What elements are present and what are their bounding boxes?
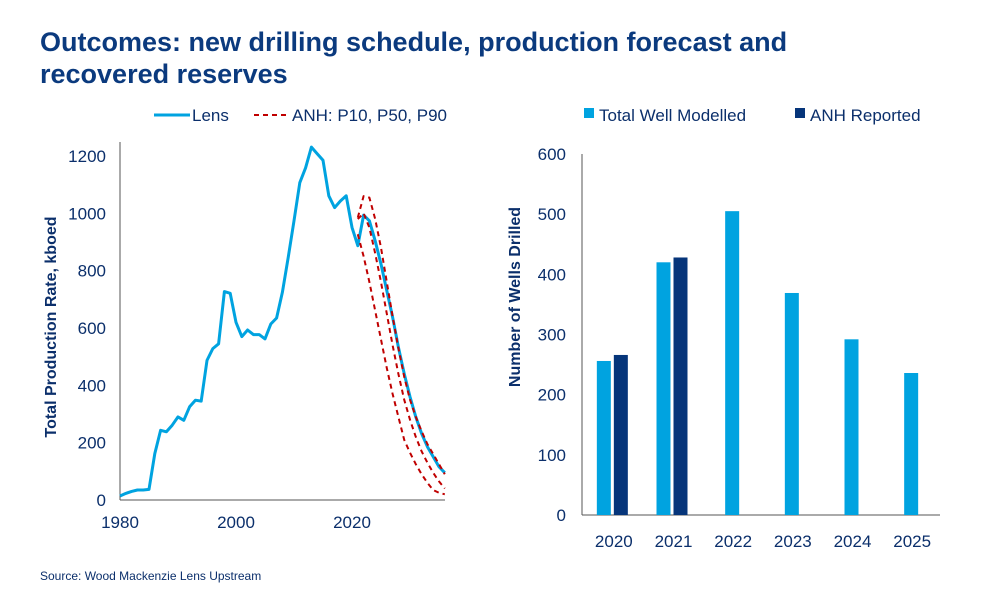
y-tick-label: 100 — [538, 446, 566, 465]
legend-lens-label: Lens — [192, 106, 229, 125]
source-note: Source: Wood Mackenzie Lens Upstream — [40, 569, 262, 583]
y-tick-label: 1000 — [68, 204, 106, 223]
series-line-p90 — [356, 234, 446, 496]
page-title: Outcomes: new drilling schedule, product… — [40, 27, 788, 89]
bar-modelled-2021 — [656, 262, 671, 515]
legend-modelled-label: Total Well Modelled — [599, 106, 746, 125]
legend-reported-label: ANH Reported — [810, 106, 921, 125]
x-tick-label: 2020 — [595, 532, 633, 551]
bar-modelled-2022 — [725, 211, 740, 516]
series-line-lens — [119, 145, 446, 498]
production-chart: 0 200 400 600 800 1000 1200 1980 2000 2020 — [68, 142, 446, 532]
bar-modelled-2023 — [784, 292, 799, 515]
y-tick-label: 0 — [97, 491, 106, 510]
bar-modelled-2025 — [904, 373, 919, 515]
y-tick-label: 400 — [78, 376, 106, 395]
left-y-axis-title: Total Production Rate, kboed — [43, 216, 60, 437]
x-tick-label: 2021 — [655, 532, 693, 551]
bar-legend: Total Well Modelled ANH Reported — [584, 106, 921, 125]
legend-anh-label: ANH: P10, P50, P90 — [292, 106, 447, 125]
y-tick-label: 600 — [78, 319, 106, 338]
x-tick-label: 2020 — [333, 513, 371, 532]
line-legend: Lens ANH: P10, P50, P90 — [154, 106, 447, 125]
wells-chart: 0 100 200 300 400 500 600 2020 2021 2022 2023 2024 2… — [538, 145, 940, 551]
bar-modelled-2020 — [596, 360, 611, 515]
x-tick-label: 2025 — [893, 532, 931, 551]
x-tick-label: 2024 — [834, 532, 872, 551]
right-y-axis-title: Number of Wells Drilled — [507, 207, 524, 387]
x-tick-label: 2000 — [217, 513, 255, 532]
x-tick-label: 1980 — [101, 513, 139, 532]
legend-reported-swatch — [795, 108, 805, 118]
y-tick-label: 800 — [78, 262, 106, 281]
x-tick-label: 2022 — [714, 532, 752, 551]
y-tick-label: 1200 — [68, 147, 106, 166]
bar-modelled-2024 — [844, 339, 859, 515]
y-tick-label: 400 — [538, 265, 566, 284]
bar-reported-2021 — [673, 257, 688, 515]
y-tick-label: 0 — [557, 506, 566, 525]
series-line-p10 — [356, 195, 446, 475]
y-tick-label: 300 — [538, 326, 566, 345]
bar-reported-2020 — [613, 354, 628, 515]
x-tick-label: 2023 — [774, 532, 812, 551]
y-tick-label: 200 — [538, 386, 566, 405]
y-tick-label: 200 — [78, 434, 106, 453]
y-tick-label: 500 — [538, 205, 566, 224]
y-tick-label: 600 — [538, 145, 566, 164]
series-line-p50 — [357, 212, 446, 490]
legend-modelled-swatch — [584, 108, 594, 118]
